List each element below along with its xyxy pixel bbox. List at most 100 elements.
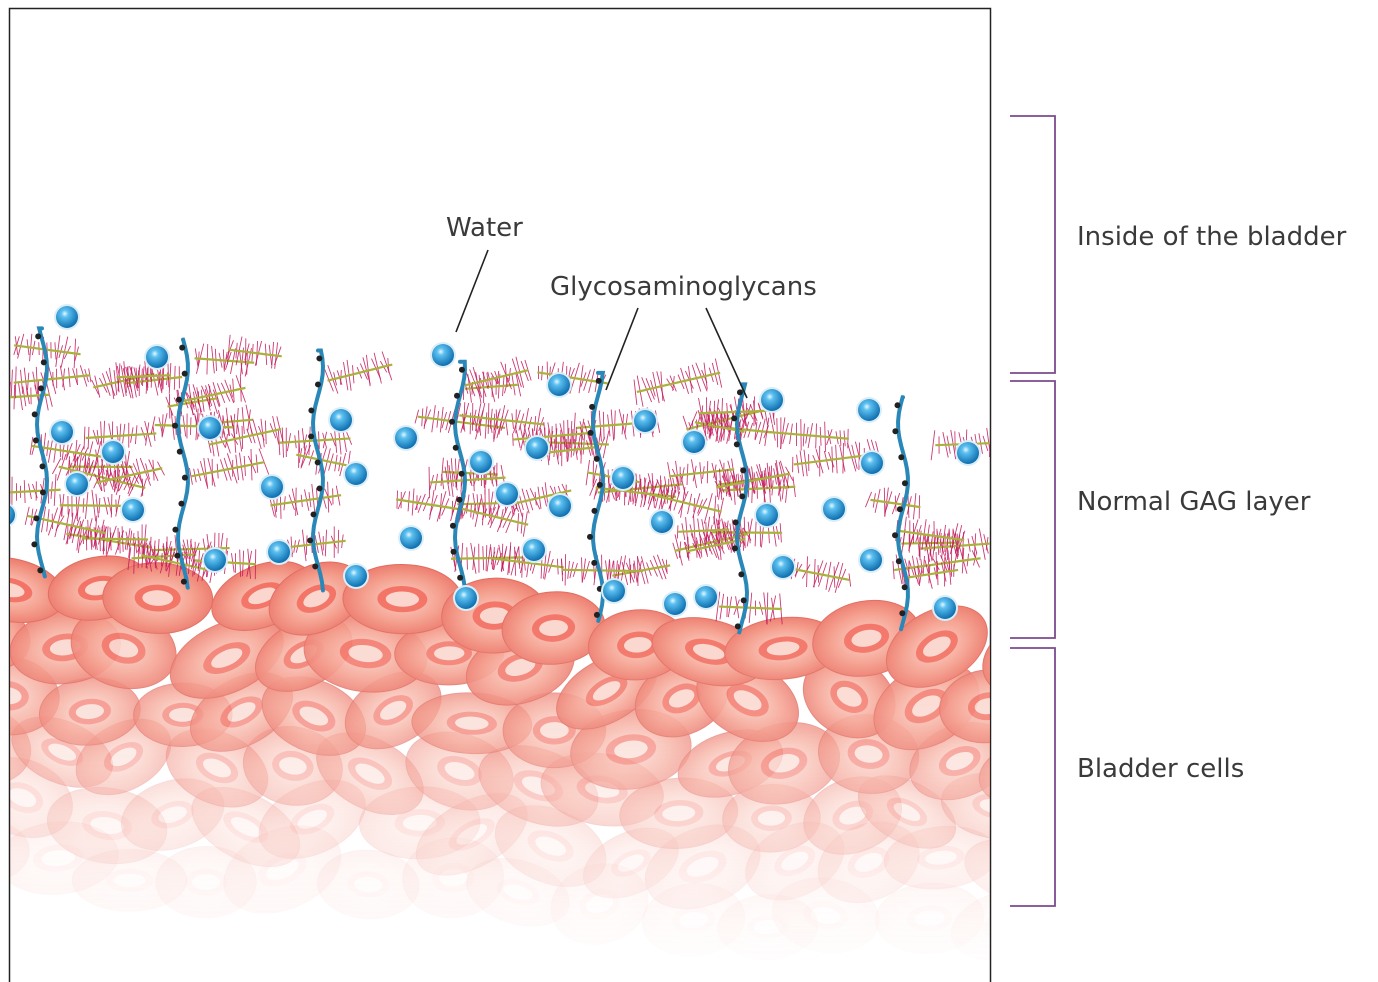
- water-molecule: [859, 450, 885, 476]
- bracket-bladder-cells: [1010, 647, 1056, 907]
- bladder-cell: [316, 732, 424, 815]
- water-molecule: [393, 425, 419, 451]
- gag-node: [733, 441, 740, 448]
- gag-node: [593, 455, 600, 462]
- water-molecule: [64, 471, 90, 497]
- water-molecule: [856, 397, 882, 423]
- bladder-cell: [641, 883, 746, 957]
- gag-node: [316, 485, 323, 492]
- water-molecule: [546, 372, 572, 398]
- gag-node: [458, 366, 465, 373]
- water-molecule: [120, 497, 146, 523]
- gag-node: [310, 511, 317, 518]
- gag-fiber-strand: [462, 356, 532, 398]
- gag-node: [892, 428, 899, 435]
- gag-node: [898, 454, 905, 461]
- water-molecule: [144, 344, 170, 370]
- gag-fiber-strand: [83, 420, 157, 453]
- region-label-inside-bladder: Inside of the bladder: [1077, 222, 1347, 252]
- water-molecule: [524, 435, 550, 461]
- gag-node: [587, 429, 594, 436]
- gag-node: [314, 381, 321, 388]
- gag-node: [172, 526, 179, 533]
- bladder-cell: [38, 677, 141, 746]
- bladder-cell: [802, 655, 896, 739]
- gag-node: [449, 522, 456, 529]
- gag-node: [312, 563, 319, 570]
- water-molecule: [10, 503, 17, 527]
- bracket-gag-layer: [1010, 380, 1056, 639]
- gag-fiber-strand: [77, 523, 149, 555]
- bracket-inside-bladder: [1010, 115, 1056, 374]
- gag-stems: [31, 326, 910, 635]
- water-molecule: [601, 578, 627, 604]
- gag-node: [456, 496, 463, 503]
- gag-fiber-strand: [640, 478, 725, 526]
- gag-node: [899, 610, 906, 617]
- gag-node: [457, 574, 464, 581]
- water-molecule: [328, 407, 354, 433]
- gag-node: [308, 433, 315, 440]
- gag-node: [734, 623, 741, 630]
- gag-node: [732, 519, 739, 526]
- gag-node: [901, 584, 908, 591]
- gag-node: [458, 470, 465, 477]
- gag-node: [740, 597, 747, 604]
- water-molecule: [932, 595, 958, 621]
- gag-leader-line-left: [605, 307, 639, 391]
- gag-node: [308, 407, 315, 414]
- gag-node: [449, 418, 456, 425]
- gag-label: Glycosaminoglycans: [550, 272, 817, 302]
- water-molecule: [54, 304, 80, 330]
- gag-node: [731, 415, 738, 422]
- gag-node: [178, 500, 185, 507]
- gag-node: [39, 463, 46, 470]
- gag-fiber-strand: [189, 448, 270, 489]
- water-molecule: [430, 342, 456, 368]
- bladder-cell: [964, 838, 990, 905]
- gag-node: [174, 552, 181, 559]
- gag-node: [31, 411, 38, 418]
- water-molecule: [521, 537, 547, 563]
- gag-node: [736, 389, 743, 396]
- gag-node: [452, 444, 459, 451]
- gag-fiber-strand: [676, 515, 730, 547]
- gag-node: [894, 402, 901, 409]
- gag-fiber-strand: [59, 489, 124, 522]
- gag-node: [180, 578, 187, 585]
- gag-stem: [452, 359, 467, 596]
- water-molecule: [632, 408, 658, 434]
- water-molecule: [662, 591, 688, 617]
- bladder-cell: [317, 849, 420, 920]
- gag-fiber-strand: [141, 543, 215, 584]
- gag-node: [739, 493, 746, 500]
- water-molecule: [202, 547, 228, 573]
- gag-fiber-strand: [94, 457, 165, 492]
- gag-node: [731, 545, 738, 552]
- gag-node: [892, 532, 899, 539]
- gag-node: [589, 403, 596, 410]
- gag-fiber-strand: [718, 471, 796, 505]
- bladder-cell: [501, 591, 606, 665]
- gag-node: [181, 370, 188, 377]
- region-label-gag-layer: Normal GAG layer: [1077, 487, 1311, 517]
- water-molecules: [10, 304, 981, 621]
- gag-node: [32, 437, 39, 444]
- gag-node: [738, 571, 745, 578]
- water-molecule: [821, 496, 847, 522]
- gag-fiber-strand: [395, 488, 463, 522]
- gag-fiber-strand: [286, 526, 346, 562]
- water-molecule: [468, 449, 494, 475]
- water-molecule: [610, 465, 636, 491]
- water-molecule: [759, 387, 785, 413]
- gag-node: [172, 422, 179, 429]
- gag-fiber-strand: [206, 415, 284, 457]
- gag-node: [38, 385, 45, 392]
- gag-fiber-strand: [633, 358, 723, 407]
- bladder-cell: [724, 616, 842, 681]
- water-molecule: [858, 547, 884, 573]
- bladder-cells-layer: [10, 555, 990, 960]
- bladder-cell: [885, 605, 988, 688]
- gag-node: [593, 611, 600, 618]
- bladder-cell: [169, 617, 284, 699]
